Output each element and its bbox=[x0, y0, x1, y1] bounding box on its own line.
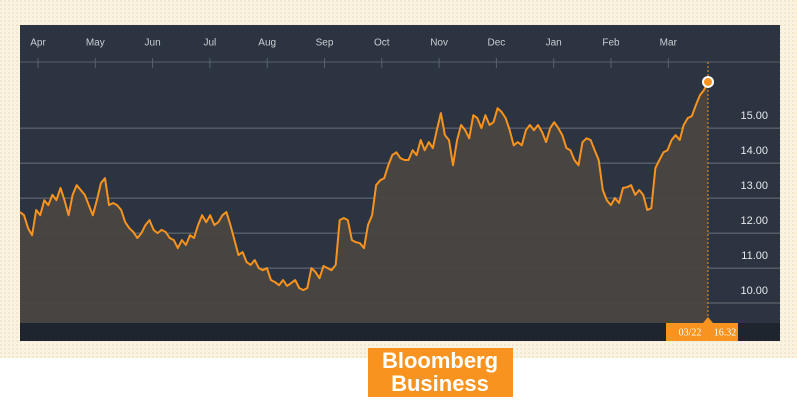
label-pointer bbox=[703, 317, 713, 323]
x-month-label: May bbox=[86, 38, 105, 49]
y-tick-label: 14.00 bbox=[740, 145, 768, 157]
y-tick-label: 12.00 bbox=[740, 215, 768, 227]
logo-line1: Bloomberg bbox=[382, 348, 498, 373]
y-tick-label: 15.00 bbox=[740, 110, 768, 122]
last-value: 16.32 bbox=[714, 327, 737, 338]
y-tick-label: 13.00 bbox=[740, 180, 768, 192]
x-month-label: Sep bbox=[316, 38, 334, 49]
last-date: 03/22 bbox=[679, 327, 702, 338]
logo-line2: Business bbox=[391, 371, 489, 396]
x-month-label: Oct bbox=[374, 38, 390, 49]
last-point bbox=[702, 75, 714, 88]
logo: Bloomberg Business bbox=[368, 348, 513, 397]
bottom-strip bbox=[20, 323, 780, 341]
area bbox=[20, 81, 708, 324]
x-month-label: Feb bbox=[602, 38, 620, 49]
x-month-label: Mar bbox=[660, 38, 678, 49]
x-month-label: Dec bbox=[488, 38, 506, 49]
x-month-label: Apr bbox=[30, 38, 46, 49]
x-month-label: Aug bbox=[258, 38, 276, 49]
logo-bg bbox=[368, 348, 513, 397]
y-tick-label: 10.00 bbox=[740, 285, 768, 297]
y-tick-label: 11.00 bbox=[741, 250, 768, 262]
price-line bbox=[19, 81, 709, 292]
x-month-label: Jun bbox=[145, 38, 161, 49]
x-month-label: Jul bbox=[204, 38, 217, 49]
x-month-label: Nov bbox=[430, 38, 448, 49]
x-month-label: Jan bbox=[546, 38, 562, 49]
last-label-box bbox=[666, 323, 738, 341]
